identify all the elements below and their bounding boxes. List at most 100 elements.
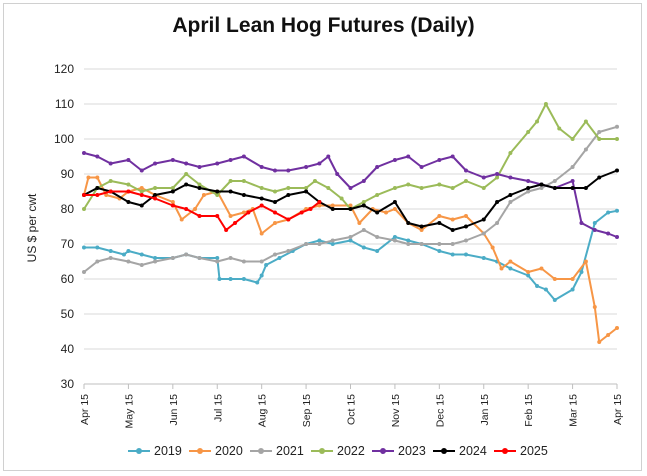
data-point-2021 — [361, 228, 366, 232]
data-point-2019 — [95, 245, 100, 250]
data-point-2019 — [217, 277, 222, 281]
data-point-2020 — [86, 175, 91, 180]
data-point-2021 — [526, 189, 531, 194]
data-point-2019 — [361, 245, 366, 250]
data-point-2022 — [615, 137, 619, 141]
data-point-2019 — [508, 266, 513, 271]
y-tick-label: 50 — [61, 307, 75, 321]
data-point-2024 — [615, 168, 619, 173]
data-point-2021 — [153, 259, 158, 264]
x-tick-label: Aug 15 — [257, 394, 269, 427]
x-tick-label: Feb 15 — [523, 394, 535, 427]
data-point-2022 — [437, 182, 442, 187]
data-point-2020 — [615, 326, 619, 330]
y-tick-labels: 30 40 50 60 70 80 90 100 110 120 — [54, 62, 74, 391]
data-point-2021 — [615, 124, 619, 129]
legend-label: 2019 — [154, 444, 182, 458]
data-point-2020 — [463, 214, 468, 218]
x-tick-label: Nov 15 — [390, 394, 402, 427]
data-point-2024 — [583, 186, 588, 190]
legend-swatch-marker — [441, 448, 447, 454]
y-tick-label: 110 — [55, 97, 74, 111]
data-point-2019 — [570, 287, 575, 292]
data-point-2023 — [272, 168, 277, 173]
data-point-2024 — [437, 221, 442, 225]
data-point-2019 — [228, 277, 233, 281]
data-point-2023 — [437, 158, 442, 162]
data-point-2021 — [286, 249, 291, 253]
data-point-2021 — [330, 238, 335, 243]
series-line-2024 — [83, 169, 618, 231]
data-point-2024 — [184, 182, 189, 187]
data-point-2022 — [82, 207, 86, 211]
legend-swatch-marker — [197, 448, 203, 454]
data-point-2019 — [126, 249, 131, 253]
x-tick-label: Jun 15 — [168, 394, 180, 426]
data-point-2024 — [597, 175, 602, 180]
data-point-2022 — [495, 175, 500, 180]
series-line-2023 — [83, 152, 618, 238]
legend-swatch-marker — [258, 448, 264, 454]
x-tick-label: Mar 15 — [568, 394, 580, 427]
data-point-2022 — [184, 172, 189, 176]
data-point-2022 — [583, 119, 588, 124]
data-point-2020 — [201, 193, 206, 197]
data-point-2025 — [82, 193, 86, 197]
data-point-2022 — [304, 186, 309, 190]
data-point-2024 — [259, 196, 264, 201]
data-point-2024 — [392, 200, 397, 204]
data-point-2021 — [126, 259, 131, 264]
data-point-2021 — [108, 256, 113, 260]
data-point-2024 — [197, 186, 202, 190]
data-point-2020 — [330, 203, 335, 208]
data-point-2021 — [139, 263, 144, 267]
data-point-2024 — [153, 193, 158, 197]
data-point-2023 — [197, 165, 202, 169]
data-point-2023 — [326, 154, 331, 159]
legend-item-2019: 2019 — [128, 444, 182, 458]
data-point-2020 — [606, 333, 611, 337]
x-tick-label: Oct 15 — [346, 394, 358, 425]
data-point-2021 — [259, 259, 264, 264]
data-point-2025 — [308, 207, 313, 211]
data-point-2020 — [592, 305, 597, 309]
data-point-2023 — [139, 168, 144, 173]
data-point-2024 — [330, 207, 335, 211]
data-point-2024 — [361, 203, 366, 208]
data-point-2022 — [463, 179, 468, 183]
data-point-2023 — [335, 172, 340, 176]
data-point-2020 — [570, 277, 575, 281]
data-point-2019 — [392, 235, 397, 239]
data-point-2022 — [543, 102, 548, 106]
data-point-2019 — [375, 249, 380, 253]
data-point-2019 — [82, 245, 86, 250]
data-point-2025 — [215, 214, 220, 218]
data-point-2021 — [170, 256, 175, 260]
data-point-2023 — [481, 175, 486, 180]
x-tick-label: May 15 — [123, 394, 135, 429]
data-point-2025 — [286, 217, 291, 222]
y-tick-label: 60 — [61, 272, 75, 286]
legend-swatch-marker — [380, 448, 386, 454]
data-point-2021 — [539, 186, 544, 190]
data-point-2025 — [95, 193, 100, 197]
legend-label: 2024 — [459, 444, 487, 458]
data-point-2022 — [286, 186, 291, 190]
data-point-2019 — [437, 249, 442, 253]
data-point-2022 — [361, 200, 366, 204]
data-point-2023 — [361, 179, 366, 183]
data-point-2021 — [272, 252, 277, 257]
data-point-2022 — [126, 182, 131, 187]
data-point-2024 — [228, 189, 233, 194]
data-point-2020 — [450, 217, 455, 222]
data-point-2023 — [579, 221, 584, 225]
data-point-2022 — [450, 186, 455, 190]
data-point-2023 — [606, 231, 611, 236]
data-point-2022 — [526, 130, 531, 134]
legend-swatch-marker — [319, 448, 325, 454]
data-point-2020 — [259, 231, 264, 236]
data-point-2022 — [419, 186, 424, 190]
data-point-2022 — [597, 137, 602, 141]
data-point-2025 — [246, 210, 251, 215]
data-point-2020 — [357, 221, 362, 225]
